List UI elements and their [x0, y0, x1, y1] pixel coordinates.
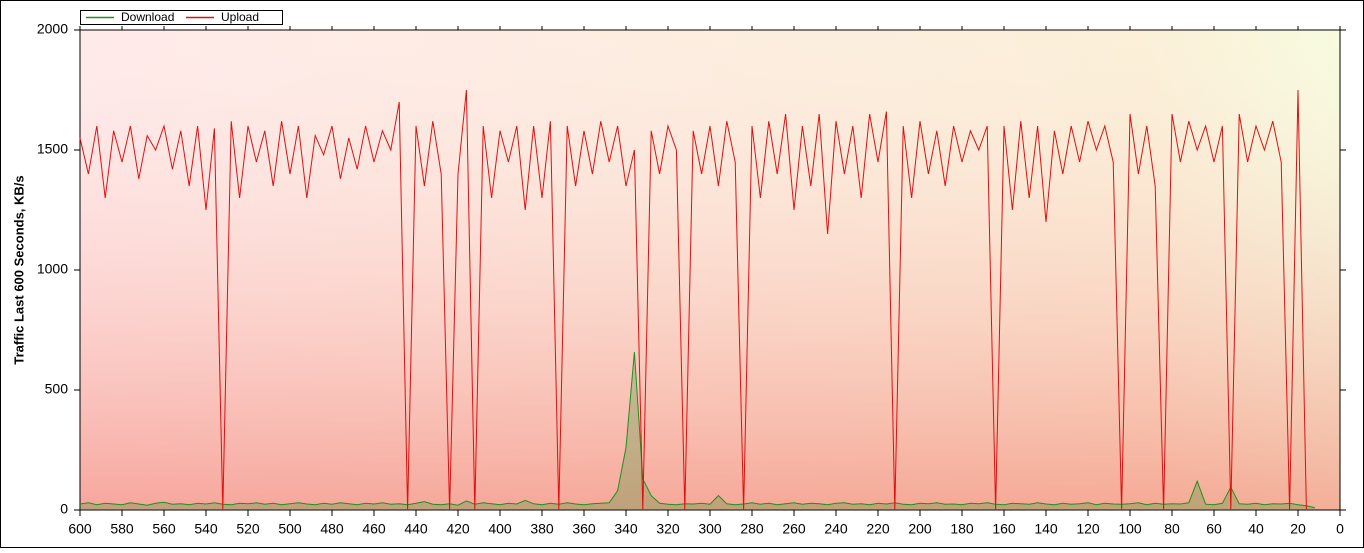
y-tick-label: 500: [45, 381, 69, 397]
x-tick-label: 400: [488, 521, 512, 537]
x-tick-label: 280: [740, 521, 764, 537]
plot-border: [79, 29, 1341, 511]
x-tick-label: 540: [194, 521, 218, 537]
x-tick-label: 80: [1164, 521, 1180, 537]
x-tick-label: 120: [1076, 521, 1100, 537]
x-tick-label: 300: [698, 521, 722, 537]
x-tick-label: 500: [278, 521, 302, 537]
y-tick-label: 0: [60, 501, 68, 517]
x-tick-label: 160: [992, 521, 1016, 537]
x-tick-label: 40: [1248, 521, 1264, 537]
x-tick-label: 580: [110, 521, 134, 537]
x-tick-label: 320: [656, 521, 680, 537]
x-tick-label: 20: [1290, 521, 1306, 537]
legend-label: Download: [121, 10, 174, 24]
legend: [80, 10, 283, 25]
x-tick-label: 100: [1118, 521, 1142, 537]
x-tick-label: 560: [152, 521, 176, 537]
legend-label: Upload: [221, 10, 259, 24]
x-tick-label: 60: [1206, 521, 1222, 537]
y-axis-label: Traffic Last 600 Seconds, KB/s: [11, 175, 26, 364]
x-tick-label: 420: [446, 521, 470, 537]
y-tick-label: 2000: [37, 21, 68, 37]
plot-shade: [80, 30, 1340, 510]
series-line: [79, 89, 1307, 511]
x-tick-label: 360: [572, 521, 596, 537]
x-tick-label: 200: [908, 521, 932, 537]
x-tick-label: 460: [362, 521, 386, 537]
x-tick-label: 140: [1034, 521, 1058, 537]
x-tick-label: 180: [950, 521, 974, 537]
y-tick-label: 1000: [37, 261, 68, 277]
x-tick-label: 220: [866, 521, 890, 537]
x-tick-label: 440: [404, 521, 428, 537]
x-tick-label: 380: [530, 521, 554, 537]
x-tick-label: 600: [68, 521, 92, 537]
series-line: [79, 352, 1315, 509]
x-tick-label: 240: [824, 521, 848, 537]
x-tick-label: 340: [614, 521, 638, 537]
x-tick-label: 260: [782, 521, 806, 537]
x-tick-label: 0: [1336, 521, 1344, 537]
x-tick-label: 520: [236, 521, 260, 537]
y-tick-label: 1500: [37, 141, 68, 157]
x-tick-label: 480: [320, 521, 344, 537]
